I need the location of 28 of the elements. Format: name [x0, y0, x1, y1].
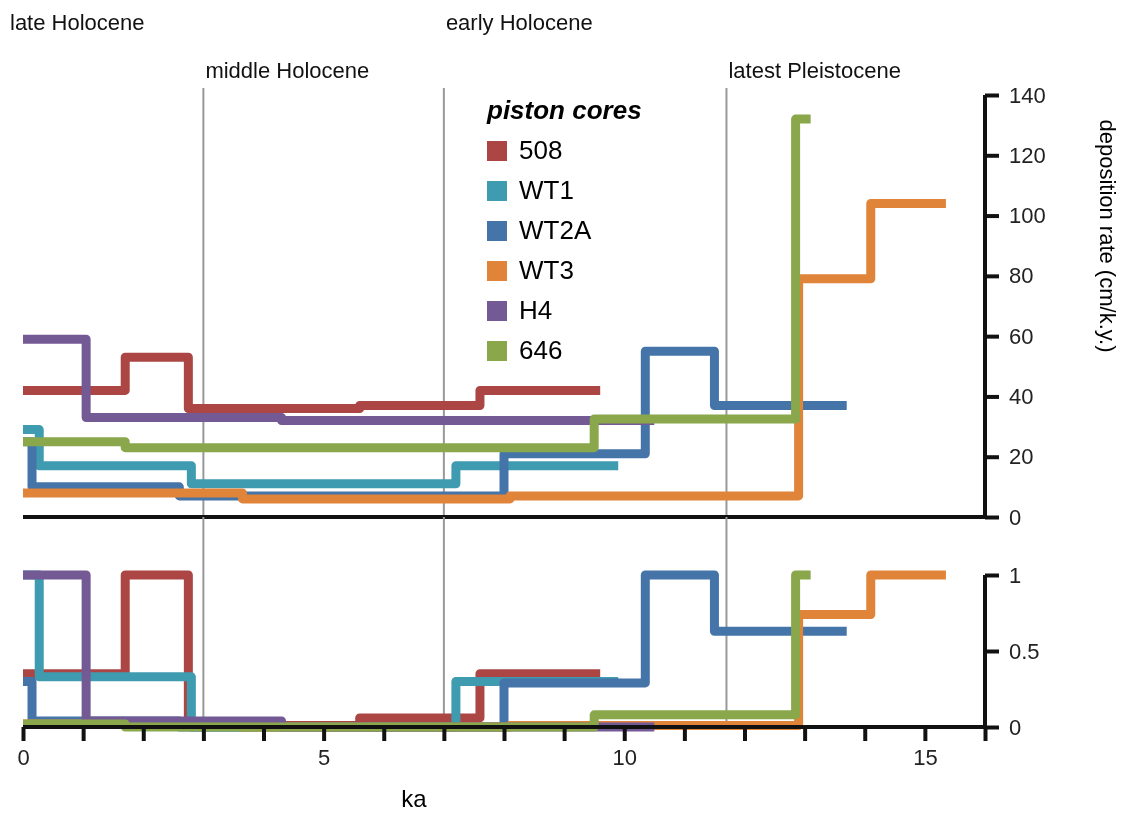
- x-tick-label: 10: [612, 744, 637, 770]
- x-tick-label: 5: [318, 744, 331, 770]
- x-axis-title: ka: [401, 785, 428, 812]
- legend-label: WT2A: [519, 215, 592, 245]
- text: late Holocene: [10, 10, 145, 35]
- y-tick-label: 40: [1009, 383, 1034, 409]
- y-tick-label: 140: [1009, 82, 1046, 108]
- legend-label: WT3: [519, 255, 574, 285]
- legend-label: 508: [519, 135, 563, 165]
- x-tick-label: 15: [913, 744, 938, 770]
- text: early Holocene: [445, 10, 593, 35]
- y-tick-label: 20: [1009, 444, 1034, 470]
- y-tick-label: 1: [1009, 562, 1022, 588]
- legend-label: WT1: [519, 175, 574, 205]
- y-tick-label: 120: [1009, 142, 1046, 168]
- legend-label: H4: [519, 295, 553, 325]
- y-tick-label: 80: [1009, 263, 1034, 289]
- y-tick-label: 100: [1009, 203, 1046, 229]
- text: middle Holocene: [205, 58, 370, 83]
- y-tick-label: 0.5: [1009, 638, 1040, 664]
- y-tick-label: 60: [1009, 323, 1034, 349]
- y-axis-title: deposition rate (cm/k.y.): [1095, 119, 1120, 353]
- legend-label: 646: [519, 335, 563, 365]
- y-tick-label: 0: [1009, 714, 1022, 740]
- y-tick-label: 0: [1009, 504, 1022, 530]
- text: latest Pleistocene: [728, 58, 901, 83]
- x-tick-label: 0: [17, 744, 30, 770]
- legend-title: piston cores: [486, 95, 642, 125]
